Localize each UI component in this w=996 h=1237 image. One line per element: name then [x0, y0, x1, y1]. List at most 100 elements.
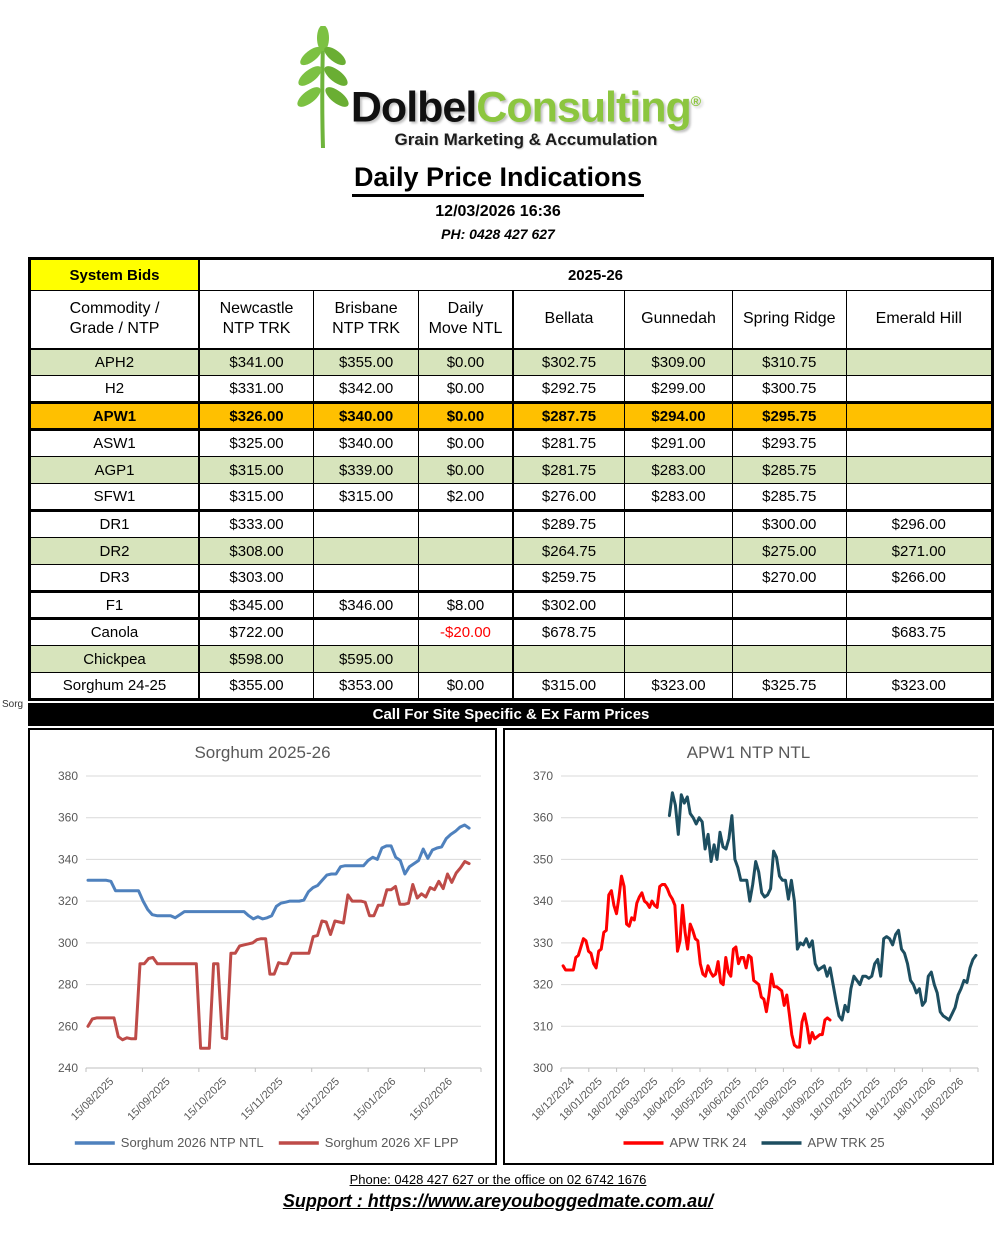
col-header-bellata: Bellata — [512, 290, 626, 350]
price-cell — [313, 564, 420, 593]
table-row: APW1 $326.00 $340.00 $0.00 $287.75 $294.00 $29… — [28, 401, 994, 431]
price-cell: $309.00 — [624, 348, 733, 376]
commodity-cell: DR3 — [28, 564, 200, 593]
legend-label: APW TRK 25 — [808, 1135, 885, 1150]
price-cell: $340.00 — [313, 401, 420, 431]
price-cell: $275.00 — [731, 537, 847, 565]
support-link[interactable]: Support : https://www.areyouboggedmate.c… — [282, 1191, 714, 1211]
series-line — [561, 874, 832, 1049]
price-cell: $315.00 — [198, 483, 315, 512]
y-axis-label: 300 — [58, 936, 78, 950]
logo-text: DolbelConsulting® Grain Marketing & Accu… — [351, 79, 701, 150]
table-row: APH2 $341.00 $355.00 $0.00 $302.75 $309.00 $31… — [28, 348, 994, 376]
price-cell: $0.00 — [418, 429, 514, 457]
logo-word-consulting: Consulting — [476, 83, 692, 131]
price-cell: $292.75 — [512, 375, 626, 403]
price-cell: $285.75 — [731, 456, 847, 484]
logo-wordmark: DolbelConsulting® — [351, 79, 701, 129]
registered-mark: ® — [690, 92, 702, 109]
price-cell: $0.00 — [418, 401, 514, 431]
apw1-chart: APW1 NTP NTL 300 310 320 330 340 350 360 370 18/1… — [503, 728, 994, 1165]
price-cell: $0.00 — [418, 672, 514, 700]
col-header-daily-move: Daily Move NTL — [418, 290, 514, 350]
price-cell: $345.00 — [198, 591, 315, 620]
x-axis-label: 15/10/2025 — [182, 1076, 229, 1123]
y-axis-label: 310 — [533, 1019, 553, 1033]
footer: Phone: 0428 427 627 or the office on 02 … — [0, 1172, 996, 1212]
chart-title: APW1 NTP NTL — [687, 743, 810, 762]
price-cell: $296.00 — [845, 510, 994, 538]
price-cell: $353.00 — [313, 672, 420, 700]
price-cell — [624, 510, 733, 538]
price-cell: $0.00 — [418, 348, 514, 376]
table-row: Canola $722.00 -$20.00 $678.75 $683.75 — [28, 618, 994, 646]
table-row: DR3 $303.00 $259.75 $270.00 $266.00 — [28, 564, 994, 593]
price-cell — [845, 375, 994, 403]
x-axis-label: 15/11/2025 — [239, 1076, 286, 1123]
table-row: ASW1 $325.00 $340.00 $0.00 $281.75 $291.00 $29… — [28, 429, 994, 457]
price-cell: $595.00 — [313, 645, 420, 673]
price-cell — [418, 564, 514, 593]
price-cell — [313, 510, 420, 538]
table-row: H2 $331.00 $342.00 $0.00 $292.75 $299.00 $300.… — [28, 375, 994, 403]
col-header-emerald-hill: Emerald Hill — [845, 290, 994, 350]
season-label: 2025-26 — [198, 258, 993, 291]
price-cell — [731, 618, 847, 646]
table-row: Sorghum 24-25 $355.00 $353.00 $0.00 $315.00 $… — [28, 672, 994, 700]
legend-label: APW TRK 24 — [670, 1135, 747, 1150]
col-header-gunnedah: Gunnedah — [624, 290, 733, 350]
price-cell: $294.00 — [624, 401, 733, 431]
price-cell: $287.75 — [512, 401, 626, 431]
price-cell: $323.00 — [845, 672, 994, 700]
price-cell: $325.75 — [731, 672, 847, 700]
price-cell: $315.00 — [512, 672, 626, 700]
header-phone: PH: 0428 427 627 — [441, 226, 555, 242]
x-axis-label: 15/09/2025 — [125, 1076, 172, 1123]
price-cell: $678.75 — [512, 618, 626, 646]
price-cell: $722.00 — [198, 618, 315, 646]
table-row: DR2 $308.00 $264.75 $275.00 $271.00 — [28, 537, 994, 565]
price-cell: $295.75 — [731, 401, 847, 431]
season-row: System Bids 2025-26 — [28, 258, 993, 291]
price-cell: $285.75 — [731, 483, 847, 512]
price-cell: $266.00 — [845, 564, 994, 593]
table-row: Chickpea $598.00 $595.00 — [28, 645, 994, 673]
price-cell: $302.75 — [512, 348, 626, 376]
col-header-commodity: Commodity / Grade / NTP — [28, 290, 200, 350]
col-header-newcastle: Newcastle NTP TRK — [198, 290, 315, 350]
price-cell: $0.00 — [418, 456, 514, 484]
price-cell: $341.00 — [198, 348, 315, 376]
commodity-cell: Chickpea — [28, 645, 200, 673]
x-axis-label: 15/02/2026 — [407, 1076, 454, 1123]
table-header-row: Commodity / Grade / NTP Newcastle NTP TRK … — [28, 290, 994, 350]
price-cell — [512, 645, 626, 673]
price-cell: $598.00 — [198, 645, 315, 673]
price-cell: $8.00 — [418, 591, 514, 620]
charts-row: Sorghum 2025-26 240 260 280 300 320 340 360 380 1… — [28, 728, 994, 1165]
price-cell: $283.00 — [624, 456, 733, 484]
price-cell: $315.00 — [198, 456, 315, 484]
y-axis-label: 320 — [58, 894, 78, 908]
price-cell: $283.00 — [624, 483, 733, 512]
price-cell — [624, 591, 733, 620]
price-cell: $300.00 — [731, 510, 847, 538]
y-axis-label: 370 — [533, 769, 553, 783]
commodity-cell: AGP1 — [28, 456, 200, 484]
y-axis-label: 360 — [533, 811, 553, 825]
table-row: AGP1 $315.00 $339.00 $0.00 $281.75 $283.00 $28… — [28, 456, 994, 484]
y-axis-label: 280 — [58, 978, 78, 992]
call-banner: Call For Site Specific & Ex Farm Prices — [28, 703, 994, 726]
price-cell: $303.00 — [198, 564, 315, 593]
price-cell — [845, 348, 994, 376]
price-cell: $302.00 — [512, 591, 626, 620]
price-cell: $355.00 — [198, 672, 315, 700]
series-line — [667, 791, 978, 1022]
price-table: System Bids 2025-26 Commodity / Grade / N… — [28, 257, 994, 701]
price-cell: $281.75 — [512, 429, 626, 457]
price-cell: $291.00 — [624, 429, 733, 457]
price-cell: $0.00 — [418, 375, 514, 403]
x-axis-label: 15/01/2026 — [351, 1076, 398, 1123]
commodity-cell: APH2 — [28, 348, 200, 376]
price-cell: $293.75 — [731, 429, 847, 457]
price-cell: $281.75 — [512, 456, 626, 484]
